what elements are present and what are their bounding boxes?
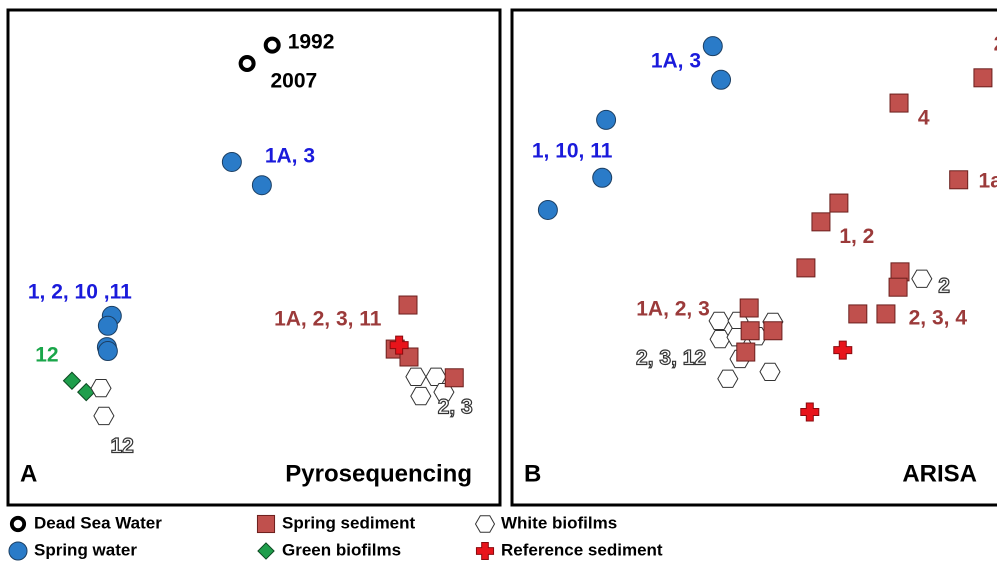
annotation: 1A, 2, 3, 11 — [274, 307, 382, 330]
marker — [763, 321, 783, 341]
marker — [97, 315, 118, 336]
panel-label: B — [524, 460, 541, 487]
marker — [796, 258, 816, 278]
annotation: 2 — [994, 33, 997, 56]
panel-title: ARISA — [902, 460, 977, 487]
marker — [8, 541, 28, 561]
marker — [711, 69, 732, 90]
marker — [739, 298, 759, 318]
marker — [256, 514, 276, 534]
legend-label: White biofilms — [501, 513, 617, 532]
annotation: 1, 2, 10 ,11 — [28, 281, 132, 304]
annotation: 1A, 3 — [651, 50, 701, 73]
marker — [592, 167, 613, 188]
marker — [425, 367, 447, 386]
marker — [238, 54, 256, 72]
marker — [848, 304, 868, 324]
marker — [833, 340, 853, 360]
marker — [251, 175, 272, 196]
panel-frame — [6, 8, 502, 507]
annotation: 12 — [110, 435, 133, 458]
marker — [399, 347, 419, 367]
annotation: 12 — [35, 344, 58, 367]
marker — [811, 212, 831, 232]
marker — [949, 170, 969, 190]
marker — [829, 193, 849, 213]
annotation: 1, 2 — [839, 225, 874, 248]
marker — [736, 342, 756, 362]
marker — [717, 369, 739, 388]
annotation: 2, 3, 12 — [636, 347, 706, 370]
marker — [444, 368, 464, 388]
marker — [708, 311, 730, 330]
marker — [410, 386, 432, 406]
legend-label: Spring water — [34, 540, 137, 559]
marker — [596, 109, 617, 130]
panel: 2 4 1a 1A, 3 1, 10, 11 1, 2 2 2, 3, 4 1A, 2, 3 2,… — [532, 33, 997, 422]
marker — [398, 295, 418, 315]
marker — [475, 541, 495, 561]
marker — [889, 93, 909, 113]
marker — [740, 321, 760, 341]
annotation: 1a — [979, 169, 997, 192]
annotation: 2 — [938, 275, 950, 298]
annotation: 2, 3, 4 — [909, 306, 968, 329]
panel-frame — [510, 8, 997, 507]
marker — [973, 68, 993, 88]
legend-label: Green biofilms — [282, 540, 401, 559]
annotation: 2, 3 — [438, 396, 473, 419]
marker — [257, 542, 275, 560]
annotation: 1A, 2, 3 — [636, 298, 710, 321]
marker — [221, 151, 242, 172]
annotation: 2007 — [270, 69, 317, 92]
annotation: 1992 — [288, 31, 335, 54]
marker — [537, 199, 558, 220]
marker — [93, 406, 115, 426]
annotation: 1A, 3 — [265, 145, 315, 168]
marker — [405, 367, 427, 386]
marker — [263, 36, 281, 54]
legend-label: Spring sediment — [282, 513, 416, 532]
marker — [702, 36, 723, 57]
marker — [9, 515, 27, 533]
annotation: 1, 10, 11 — [532, 140, 613, 163]
marker — [389, 335, 409, 355]
marker — [474, 515, 496, 533]
marker — [876, 304, 896, 324]
marker — [759, 362, 781, 381]
marker — [709, 330, 731, 349]
marker — [888, 277, 908, 297]
legend-label: Reference sediment — [501, 540, 663, 559]
panel: 1992 2007 1A, 3 1, 2, 10 ,11 12 12 1A, 2, 3, 1… — [28, 31, 473, 459]
marker — [90, 379, 112, 398]
panel-title: Pyrosequencing — [285, 460, 472, 487]
marker — [800, 402, 820, 422]
marker — [911, 269, 933, 288]
panel-label: A — [20, 460, 37, 487]
legend-label: Dead Sea Water — [34, 513, 162, 532]
marker — [97, 341, 118, 362]
marker — [62, 371, 82, 390]
annotation: 4 — [918, 106, 930, 129]
